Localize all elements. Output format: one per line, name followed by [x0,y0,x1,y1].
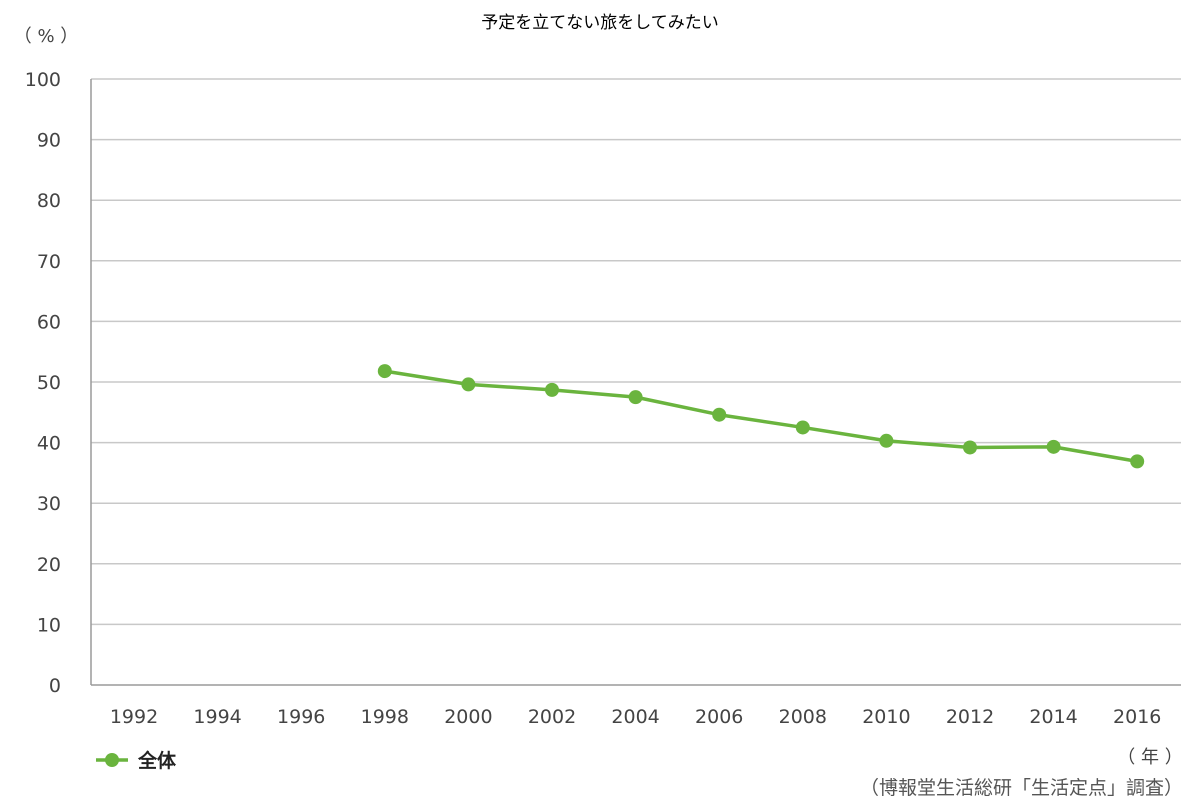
x-tick-label: 2016 [1113,706,1161,728]
data-point [545,382,559,397]
series-line [384,369,1138,464]
y-tick-label: 0 [49,675,61,697]
x-tick-label: 1996 [277,706,325,728]
x-tick-label: 1992 [110,706,158,728]
data-point [712,407,727,422]
legend: 全体 [96,749,177,772]
data-point [795,420,810,435]
data-point [628,390,643,405]
y-tick-label: 10 [37,614,61,636]
y-tick-label: 60 [37,311,61,333]
series-group [377,364,1145,469]
y-tick-label: 90 [37,130,61,152]
data-point [377,364,392,379]
y-tick-label: 40 [37,433,61,455]
data-point [879,433,894,448]
legend-label: 全体 [137,749,177,772]
source-note: （博報堂生活総研「生活定点」調査） [860,777,1183,799]
x-tick-label: 1998 [361,706,409,728]
y-tick-label: 20 [37,554,61,576]
x-tick-label: 2008 [779,706,827,728]
y-tick-label: 80 [37,190,61,212]
data-point [461,377,476,392]
y-axis-ticks: 0 10 20 30 40 50 60 70 80 90 100 [25,69,61,697]
y-axis-unit: （ % ） [14,26,79,47]
x-tick-label: 2000 [444,706,492,728]
x-tick-label: 2012 [946,706,994,728]
data-point [963,440,977,455]
data-point [1130,454,1145,469]
legend-marker-swatch [105,753,119,767]
x-axis-unit: （ 年 ） [1117,747,1182,768]
x-tick-label: 1994 [193,706,241,728]
x-tick-label: 2004 [611,706,659,728]
y-tick-label: 70 [37,251,61,273]
chart-title: 予定を立てない旅をしてみたい [481,13,719,33]
x-axis-ticks: 1992 1994 1996 1998 2000 2002 2004 2006 2008 2010… [110,706,1162,728]
gridlines [91,78,1181,626]
data-point [1046,439,1061,454]
y-tick-label: 50 [37,372,61,394]
y-tick-label: 100 [25,69,61,91]
x-tick-label: 2010 [862,706,910,728]
x-tick-label: 2006 [695,706,743,728]
x-tick-label: 2014 [1029,706,1077,728]
y-tick-label: 30 [37,493,61,515]
x-tick-label: 2002 [528,706,576,728]
